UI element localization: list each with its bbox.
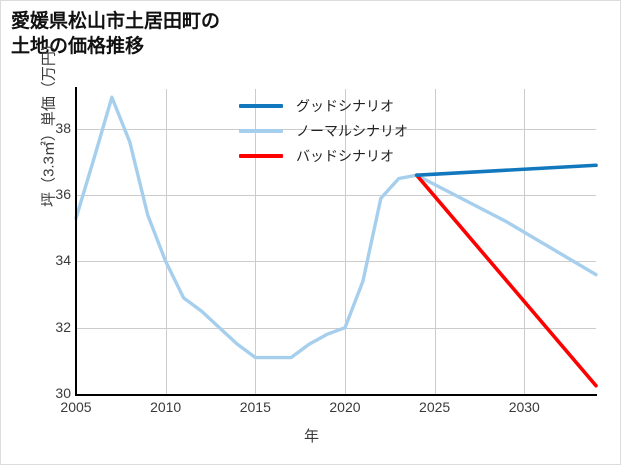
- x-tick-label-2015: 2015: [239, 399, 271, 415]
- series-lines: [74, 95, 598, 388]
- y-tick-label-36: 36: [55, 186, 71, 203]
- legend-good-swatch-icon: [239, 103, 283, 108]
- legend-bad-label: バッドシナリオ: [296, 147, 394, 164]
- plot-area: [74, 89, 598, 395]
- legend-normal[interactable]: ノーマルシナリオ: [239, 118, 459, 143]
- gridline-x-2025: [434, 89, 436, 394]
- gridline-x-2015: [255, 89, 257, 394]
- y-tick-label-32: 32: [55, 318, 71, 335]
- gridline-y-38: [76, 128, 596, 130]
- gridline-y-32: [76, 327, 596, 329]
- x-axis-label: 年: [303, 428, 319, 445]
- x-tick-label-2005: 2005: [60, 399, 92, 415]
- x-tick-label-2020: 2020: [329, 399, 361, 415]
- y-axis-line: [75, 87, 77, 396]
- gridline-y-36: [76, 195, 596, 197]
- y-tick-label-34: 34: [55, 252, 71, 269]
- legend-bad-swatch-icon: [239, 153, 283, 158]
- legend-normal-swatch-icon: [239, 128, 283, 133]
- y-axis-ticks: 30 32 34 36 38: [31, 89, 71, 401]
- gridline-y-34: [76, 261, 596, 263]
- x-axis-ticks: 2005 2010 2015 2020 2025 2030: [60, 399, 596, 421]
- series-line-ノーマルシナリオ: [74, 95, 598, 360]
- legend-bad[interactable]: バッドシナリオ: [239, 143, 459, 168]
- series-line-バッドシナリオ: [414, 173, 598, 388]
- gridline-x-2010: [165, 89, 167, 394]
- chart-legend: グッドシナリオ ノーマルシナリオ バッドシナリオ: [239, 93, 459, 168]
- x-axis-line: [75, 394, 597, 396]
- legend-good-label: グッドシナリオ: [296, 97, 394, 114]
- x-tick-label-2030: 2030: [508, 399, 540, 415]
- x-tick-label-2025: 2025: [419, 399, 451, 415]
- series-line-グッドシナリオ: [414, 163, 598, 177]
- legend-good[interactable]: グッドシナリオ: [239, 93, 459, 118]
- y-tick-label-38: 38: [55, 119, 71, 136]
- x-tick-label-2010: 2010: [150, 399, 182, 415]
- page-title: 愛媛県松山市土居田町の 土地の価格推移: [11, 11, 221, 58]
- legend-normal-label: ノーマルシナリオ: [296, 122, 408, 139]
- y-tick-label-30: 30: [55, 385, 71, 401]
- gridline-x-2030: [524, 89, 526, 394]
- gridline-x-2020: [344, 89, 346, 394]
- y-axis-label: 坪（3.3㎡）単価（万円）: [40, 36, 58, 207]
